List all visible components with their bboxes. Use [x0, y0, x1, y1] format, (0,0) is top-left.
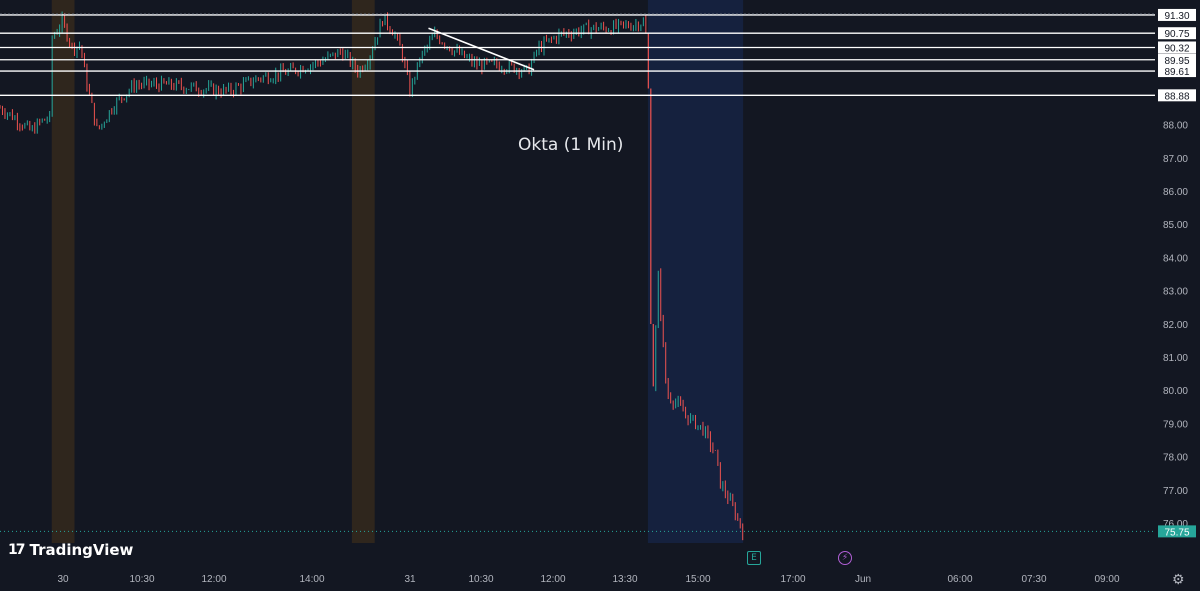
tradingview-logo-text: TradingView [29, 541, 134, 559]
y-tick-label: 78.00 [1163, 453, 1188, 464]
y-tick-label: 87.00 [1163, 154, 1188, 165]
level-tag-text-1: 90.75 [1164, 29, 1189, 40]
level-tag-text-3: 89.95 [1164, 56, 1189, 67]
x-tick-label: 09:00 [1094, 574, 1119, 585]
x-tick-label: 10:30 [468, 574, 493, 585]
y-tick-label: 80.00 [1163, 386, 1188, 397]
last-price-box [1158, 525, 1196, 538]
level-tag-5 [1158, 89, 1196, 102]
trendline[interactable] [428, 27, 535, 71]
last-price-label: 75.75 [1164, 527, 1189, 538]
x-tick-label: 14:00 [299, 574, 324, 585]
x-axis-bg [0, 568, 1200, 591]
earnings-event-icon[interactable]: E [747, 551, 761, 565]
settings-gear-icon[interactable]: ⚙ [1172, 571, 1185, 587]
y-tick-label: 76.00 [1163, 519, 1188, 530]
trendline-segment[interactable] [428, 27, 535, 71]
level-tag-text-2: 90.32 [1164, 43, 1189, 54]
x-tick-label: 13:30 [612, 574, 637, 585]
level-tag-text-4: 89.61 [1164, 67, 1189, 78]
x-tick-label: 30 [57, 574, 69, 585]
x-tick-label: Jun [855, 574, 871, 585]
news-event-icon[interactable]: ⚡ [838, 551, 852, 565]
y-tick-label: 82.00 [1163, 320, 1188, 331]
y-tick-label: 86.00 [1163, 187, 1188, 198]
session-band-1 [351, 0, 375, 543]
y-tick-label: 85.00 [1163, 220, 1188, 231]
x-axis[interactable]: 30 10:30 12:00 14:00 31 10:30 12:00 13:30 15:00 1… [0, 568, 1200, 591]
level-tag-3 [1158, 53, 1196, 66]
y-tick-label: 81.00 [1163, 353, 1188, 364]
y-tick-label: 83.00 [1163, 287, 1188, 298]
chart-title: Okta (1 Min) [518, 135, 624, 155]
tradingview-logo[interactable]: 17 TradingView [8, 541, 133, 559]
level-tag-4 [1158, 65, 1196, 78]
y-tick-label: 79.00 [1163, 419, 1188, 430]
x-tick-label: 12:00 [540, 574, 565, 585]
session-band-0 [51, 0, 75, 543]
x-tick-label: 15:00 [685, 574, 710, 585]
level-tag-0 [1158, 8, 1196, 21]
level-tag-1 [1158, 27, 1196, 40]
level-tag-text-0: 91.30 [1164, 11, 1189, 22]
y-tick-label: 77.00 [1163, 486, 1188, 497]
session-bands [51, 0, 744, 543]
level-tag-text-5: 88.88 [1164, 91, 1189, 102]
session-band-2 [647, 0, 744, 543]
level-tag-2 [1158, 41, 1196, 54]
y-tick-label: 88.00 [1163, 121, 1188, 132]
y-tick-label: 84.00 [1163, 253, 1188, 264]
x-tick-label: 12:00 [201, 574, 226, 585]
tradingview-logo-icon: 17 [8, 542, 26, 558]
x-tick-label: 10:30 [129, 574, 154, 585]
x-tick-label: 17:00 [780, 574, 805, 585]
x-tick-label: 06:00 [947, 574, 972, 585]
x-tick-label: 31 [404, 574, 416, 585]
x-tick-label: 07:30 [1021, 574, 1046, 585]
